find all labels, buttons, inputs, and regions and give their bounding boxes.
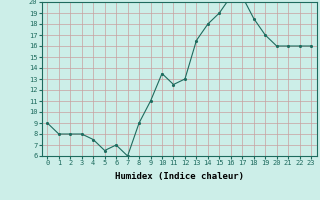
X-axis label: Humidex (Indice chaleur): Humidex (Indice chaleur) <box>115 172 244 181</box>
